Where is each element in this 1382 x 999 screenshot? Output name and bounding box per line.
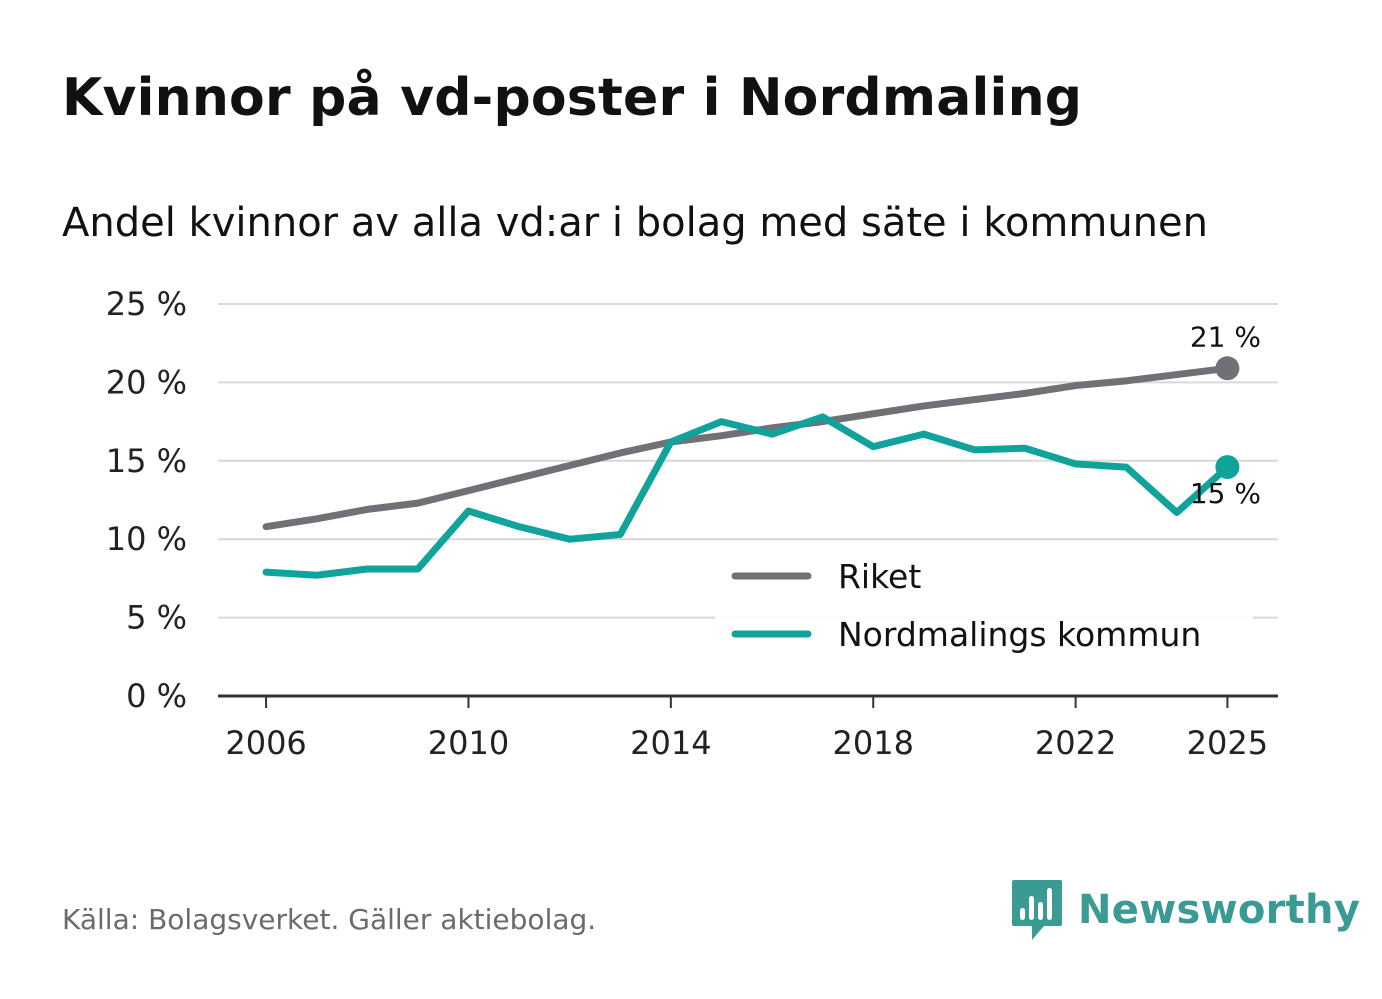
newsworthy-logo-icon bbox=[1012, 880, 1062, 940]
y-tick-label: 10 % bbox=[106, 520, 187, 558]
x-tick-label: 2014 bbox=[630, 724, 711, 762]
y-tick-label: 15 % bbox=[106, 442, 187, 480]
series-lines bbox=[262, 356, 1240, 579]
source-note: Källa: Bolagsverket. Gäller aktiebolag. bbox=[62, 903, 597, 936]
end-labels: 21 % 15 % bbox=[1190, 320, 1261, 510]
y-tick-label: 0 % bbox=[126, 677, 187, 715]
chart-subtitle: Andel kvinnor av alla vd:ar i bolag med … bbox=[62, 200, 1208, 246]
x-axis: 2006 2010 2014 2018 2022 2025 bbox=[218, 694, 1278, 762]
chart-title: Kvinnor på vd-poster i Nordmaling bbox=[62, 68, 1083, 128]
series-line-riket bbox=[262, 364, 1231, 531]
legend-background bbox=[715, 552, 1253, 662]
end-label-riket: 21 % bbox=[1190, 320, 1261, 353]
x-tick-label: 2022 bbox=[1035, 724, 1116, 762]
brand-name: Newsworthy bbox=[1078, 887, 1361, 933]
y-tick-label: 20 % bbox=[106, 363, 187, 401]
legend: Riket Nordmalings kommun bbox=[715, 552, 1253, 662]
legend-label-kommun: Nordmalings kommun bbox=[838, 615, 1201, 654]
y-tick-label: 25 % bbox=[106, 285, 187, 323]
legend-label-riket: Riket bbox=[838, 557, 921, 596]
end-dot-riket bbox=[1215, 356, 1240, 381]
y-tick-label: 5 % bbox=[126, 599, 187, 637]
y-axis-tick-labels: 0 % 5 % 10 % 15 % 20 % 25 % bbox=[106, 285, 187, 715]
x-tick-label: 2006 bbox=[225, 724, 306, 762]
x-tick-label: 2018 bbox=[833, 724, 914, 762]
x-tick-label: 2010 bbox=[428, 724, 509, 762]
end-dot-kommun bbox=[1215, 455, 1240, 480]
end-label-kommun: 15 % bbox=[1190, 477, 1261, 510]
brand-logo-group: Newsworthy bbox=[1010, 878, 1360, 942]
series-line-kommun bbox=[262, 413, 1231, 579]
x-tick-label: 2025 bbox=[1187, 724, 1268, 762]
